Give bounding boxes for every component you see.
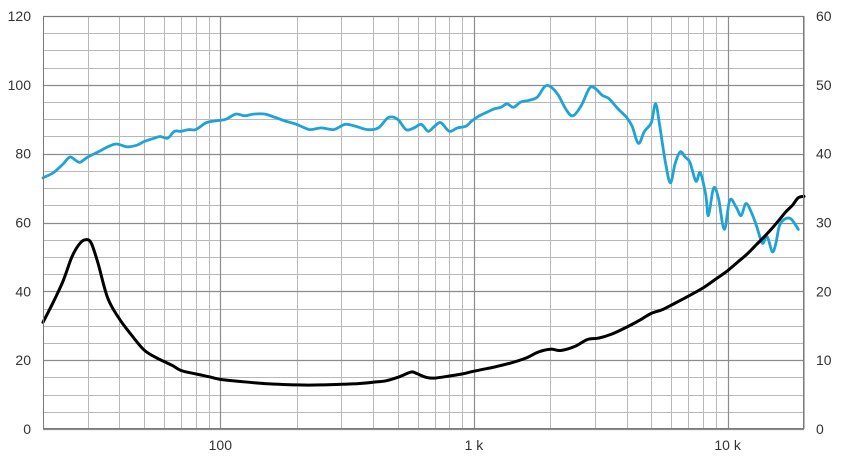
left-y-tick-label: 40 xyxy=(15,283,31,299)
right-y-tick-label: 50 xyxy=(816,77,832,93)
left-y-tick-label: 20 xyxy=(15,352,31,368)
right-y-tick-label: 30 xyxy=(816,215,832,231)
right-axis-tick-labels: 0 10 20 30 40 50 60 xyxy=(816,8,832,437)
x-tick-label: 100 xyxy=(209,437,233,453)
left-y-tick-label: 60 xyxy=(15,215,31,231)
left-y-tick-label: 120 xyxy=(8,8,32,24)
left-axis-tick-labels: 0 20 40 60 80 100 120 xyxy=(8,8,32,437)
x-tick-label: 1 k xyxy=(465,437,485,453)
right-y-tick-label: 10 xyxy=(816,352,832,368)
spl-line xyxy=(41,83,800,254)
right-y-tick-label: 40 xyxy=(816,146,832,162)
impedance-line xyxy=(41,194,806,387)
right-y-tick-label: 0 xyxy=(816,421,824,437)
right-y-tick-label: 20 xyxy=(816,283,832,299)
left-y-tick-label: 80 xyxy=(15,146,31,162)
left-y-tick-label: 100 xyxy=(8,77,32,93)
plot-frame xyxy=(43,16,804,429)
series-lines xyxy=(41,83,806,387)
x-axis-tick-labels: 100 1 k 10 k xyxy=(209,437,742,453)
x-tick-label: 10 k xyxy=(714,437,741,453)
left-y-tick-label: 0 xyxy=(23,421,31,437)
plot-area xyxy=(43,16,804,429)
right-y-tick-label: 60 xyxy=(816,8,832,24)
